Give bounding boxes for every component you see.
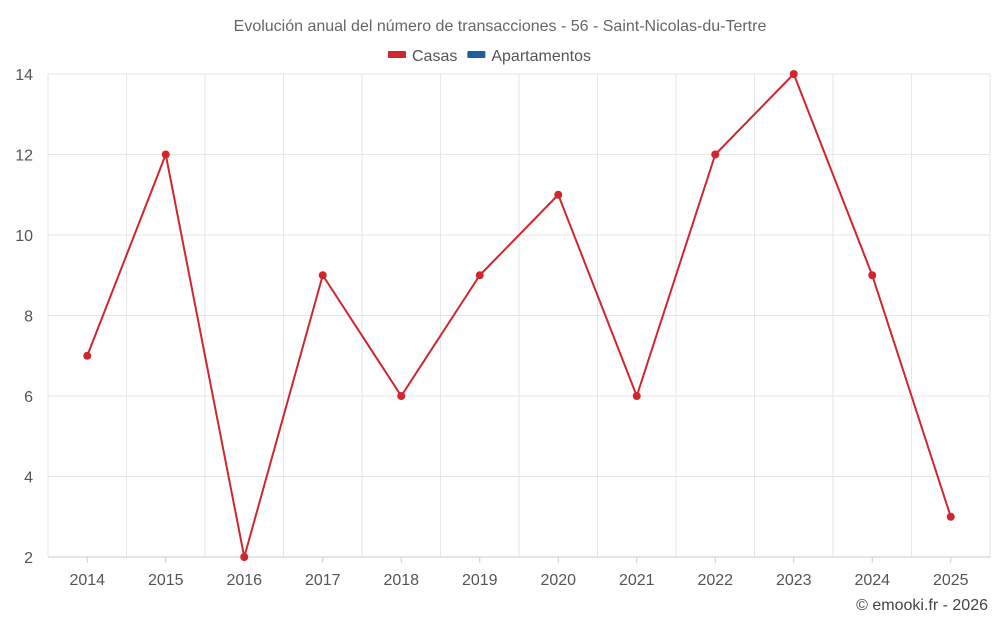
- chart-title: Evolución anual del número de transaccio…: [234, 18, 767, 35]
- data-point[interactable]: [789, 70, 798, 78]
- x-tick-label: 2014: [69, 572, 105, 589]
- series: [83, 70, 955, 561]
- data-point[interactable]: [711, 150, 720, 159]
- data-point[interactable]: [632, 392, 641, 400]
- x-tick-label: 2025: [933, 572, 969, 589]
- data-point[interactable]: [475, 271, 484, 280]
- x-tick-label: 2022: [697, 572, 733, 589]
- legend-item-casas[interactable]: Casas: [388, 48, 457, 65]
- data-point[interactable]: [397, 392, 406, 400]
- x-tick-label: 2016: [226, 572, 262, 589]
- x-axis-ticks: 2014 2015 2016 2017 2018 2019 2020 2021 2022 2023…: [69, 557, 969, 589]
- data-point[interactable]: [946, 512, 955, 521]
- legend-label: Apartamentos: [491, 48, 591, 65]
- y-tick-label: 2: [24, 550, 33, 567]
- y-tick-label: 12: [15, 148, 33, 165]
- x-tick-label: 2018: [383, 572, 419, 589]
- legend-item-apartamentos[interactable]: Apartamentos: [467, 48, 591, 65]
- x-tick-label: 2024: [854, 572, 890, 589]
- data-point[interactable]: [240, 553, 249, 561]
- legend-swatch: [388, 51, 406, 58]
- series-line-casas: [86, 73, 952, 558]
- y-tick-label: 14: [15, 67, 33, 84]
- y-tick-label: 4: [24, 470, 33, 487]
- legend-label: Casas: [412, 48, 457, 65]
- data-point[interactable]: [161, 150, 170, 159]
- data-point[interactable]: [83, 351, 92, 360]
- grid: [47, 73, 991, 558]
- y-tick-label: 8: [24, 309, 33, 326]
- x-tick-label: 2015: [148, 572, 184, 589]
- x-tick-label: 2019: [462, 572, 498, 589]
- x-tick-label: 2021: [619, 572, 655, 589]
- data-point[interactable]: [554, 190, 563, 199]
- x-tick-label: 2017: [305, 572, 341, 589]
- y-axis-ticks: 2 4 6 8 10 12 14: [15, 67, 33, 567]
- y-tick-label: 10: [15, 228, 33, 245]
- legend-swatch: [467, 51, 486, 58]
- data-point[interactable]: [318, 271, 327, 280]
- credit-text: © emooki.fr - 2026: [856, 597, 988, 614]
- y-tick-label: 6: [24, 389, 33, 406]
- legend: Casas Apartamentos: [388, 48, 591, 65]
- data-point[interactable]: [868, 271, 877, 280]
- x-tick-label: 2020: [540, 572, 576, 589]
- x-tick-label: 2023: [776, 572, 812, 589]
